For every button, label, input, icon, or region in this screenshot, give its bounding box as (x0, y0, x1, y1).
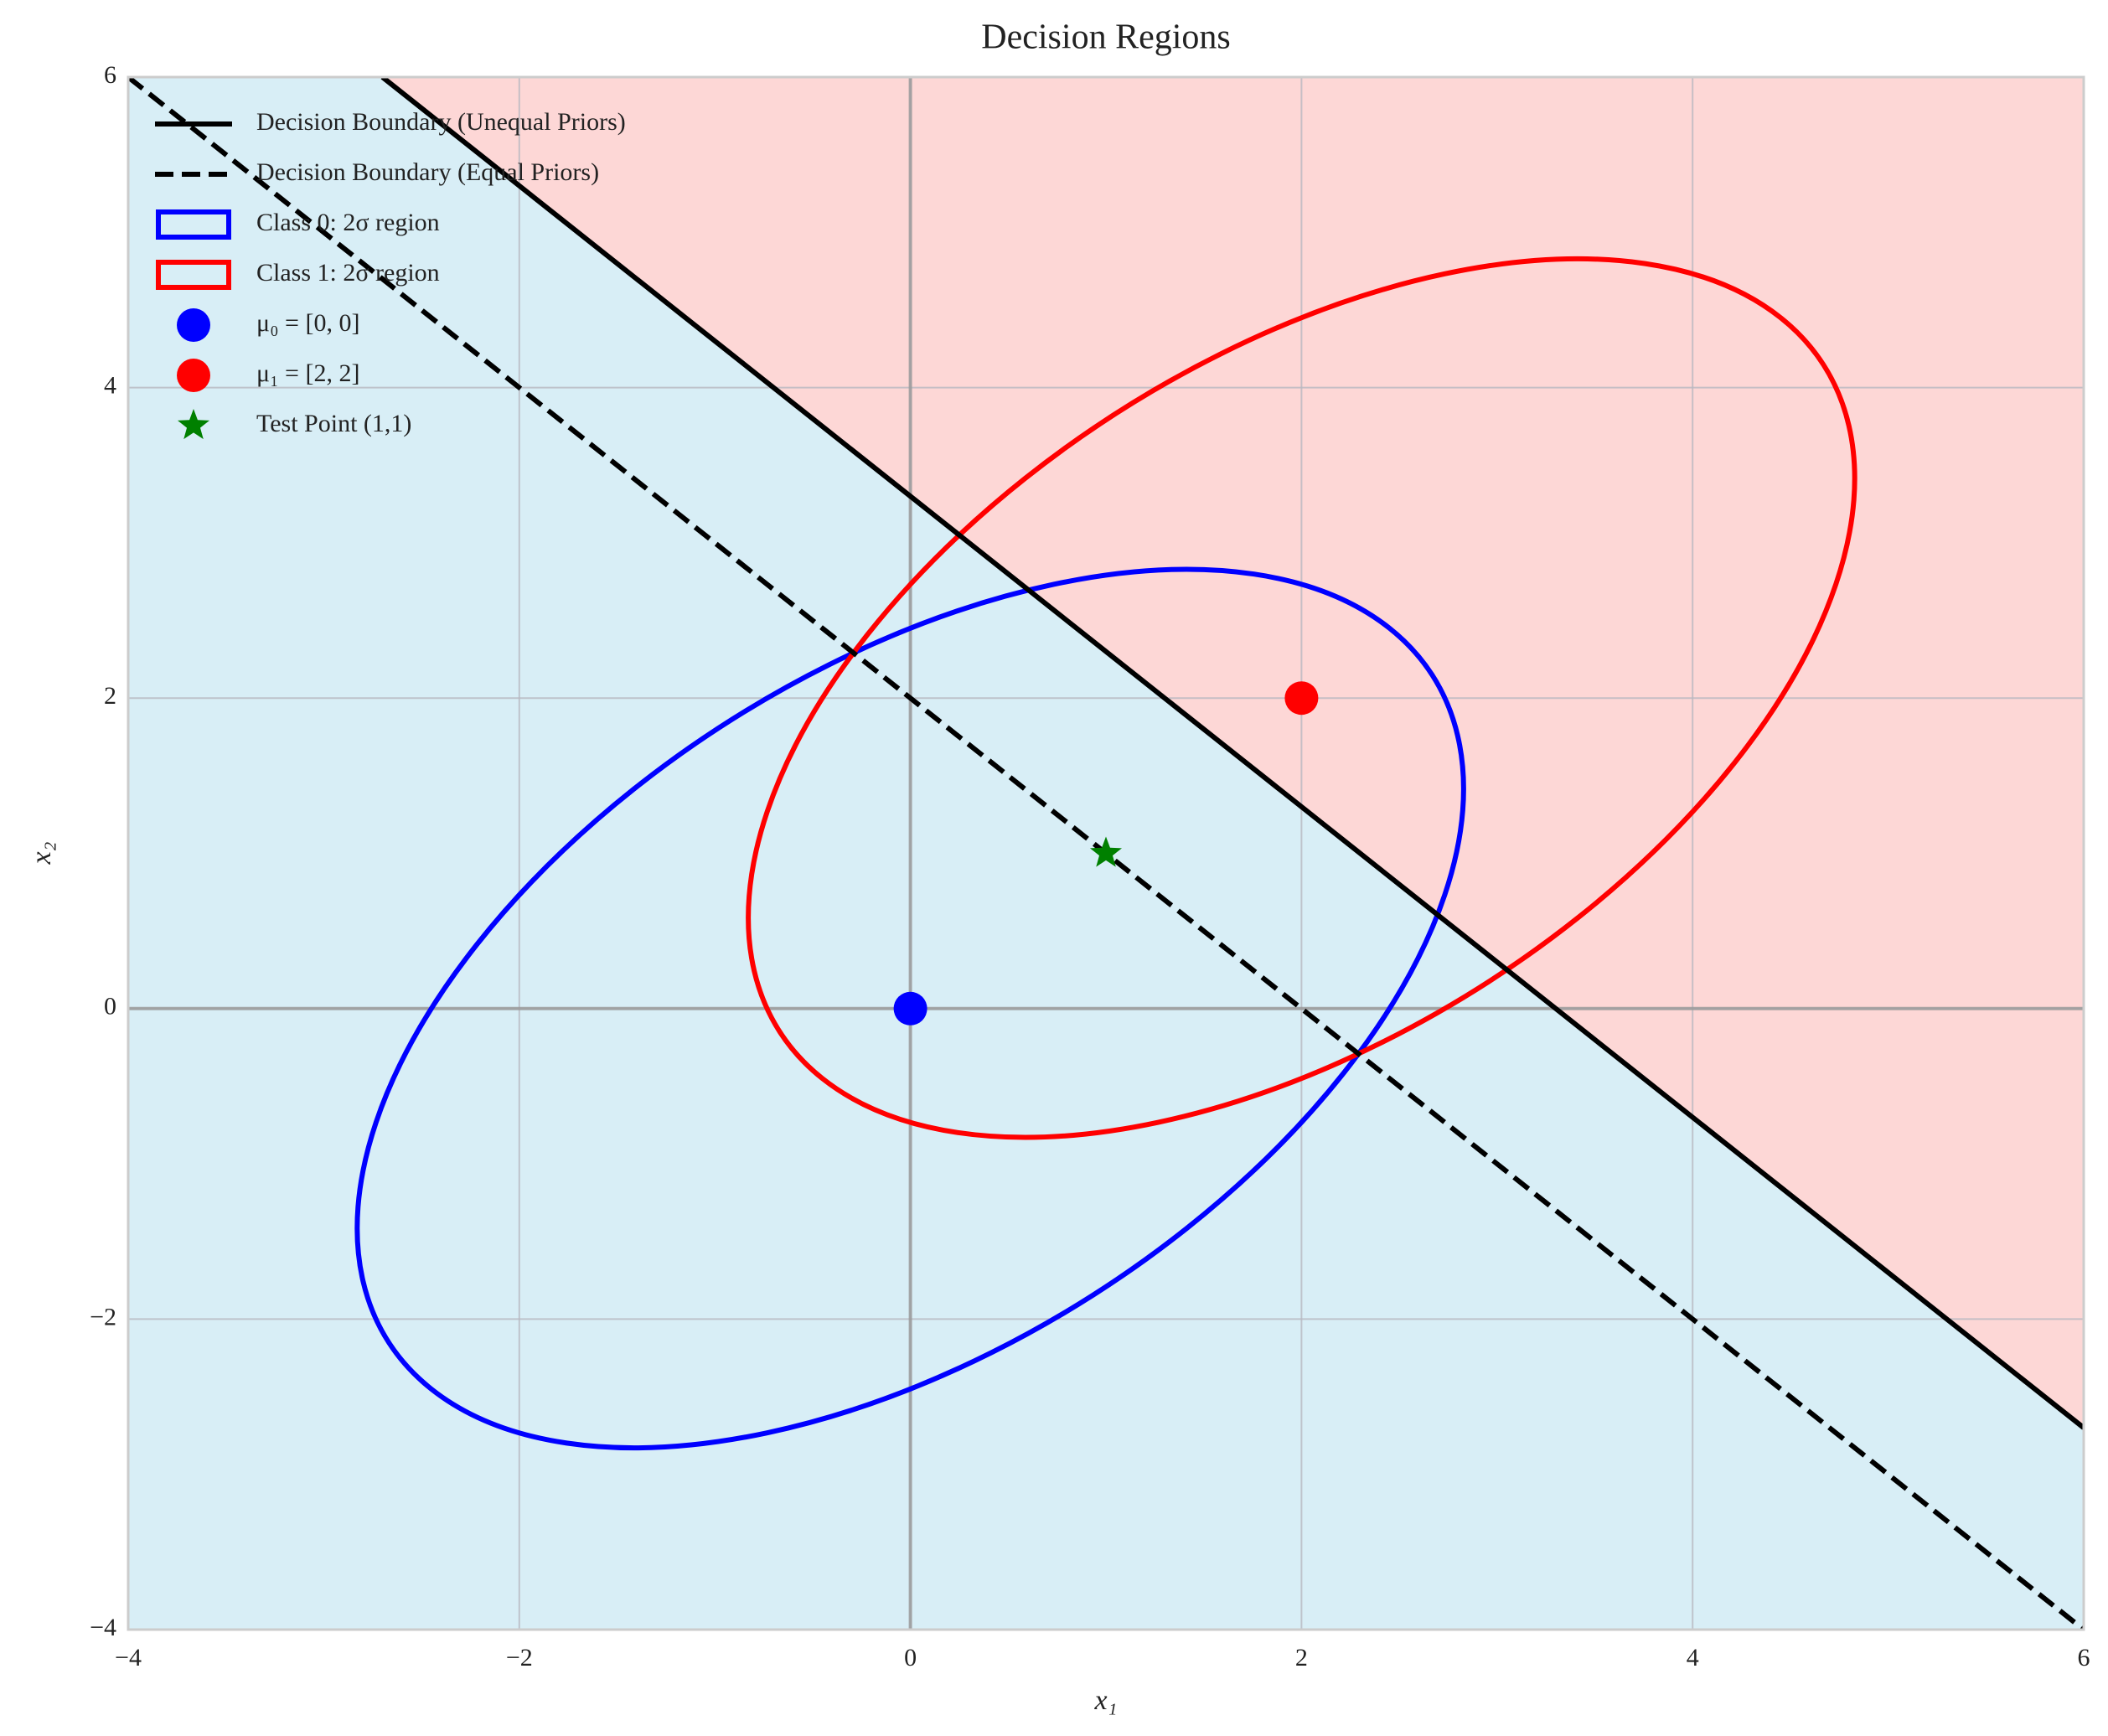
legend-label: Class 1: 2σ region (256, 259, 440, 287)
legend: Decision Boundary (Unequal Priors) Decisi… (155, 108, 626, 440)
star-marker (177, 409, 210, 440)
circle-marker (177, 308, 210, 342)
y-tick-label: −2 (90, 1303, 116, 1330)
x-tick-label: −2 (506, 1644, 533, 1671)
confidence-ellipse (545, 98, 2057, 1298)
legend-label: Decision Boundary (Unequal Priors) (256, 108, 626, 136)
legend-patch (156, 260, 231, 290)
y-tick-label: 4 (104, 371, 116, 399)
legend-label: Test Point (1,1) (256, 410, 411, 437)
x-tick-label: 0 (904, 1644, 917, 1671)
y-tick-label: 0 (104, 993, 116, 1020)
y-tick-label: 6 (104, 61, 116, 89)
y-tick-label: 2 (104, 682, 116, 710)
circle-marker (893, 991, 927, 1026)
legend-label: Decision Boundary (Equal Priors) (256, 158, 599, 186)
plot-frame (127, 75, 2085, 1631)
x-axis-label: x₁ (1094, 1685, 1118, 1716)
legend-label: μ₁ = [2, 2] (256, 359, 359, 387)
circle-marker (177, 359, 210, 392)
circle-marker (1284, 681, 1319, 716)
x-tick-label: 2 (1295, 1644, 1308, 1671)
ellipse-group (545, 98, 2057, 1298)
x-tick-label: −4 (115, 1644, 142, 1671)
y-axis-label: x₂ (26, 842, 57, 865)
confidence-ellipse (155, 409, 1666, 1609)
x-tick-label: 4 (1687, 1644, 1699, 1671)
y-tick-label: −4 (90, 1614, 116, 1641)
legend-patch (156, 209, 231, 240)
x-tick-label: 6 (2078, 1644, 2090, 1671)
star-marker (1089, 836, 1123, 867)
chart-title: Decision Regions (981, 18, 1230, 57)
decision-boundary (380, 77, 2084, 1430)
legend-label: Class 0: 2σ region (256, 209, 440, 236)
ellipse-group (155, 409, 1666, 1609)
legend-label: μ₀ = [0, 0] (256, 309, 359, 337)
plot-area (128, 77, 2084, 1630)
